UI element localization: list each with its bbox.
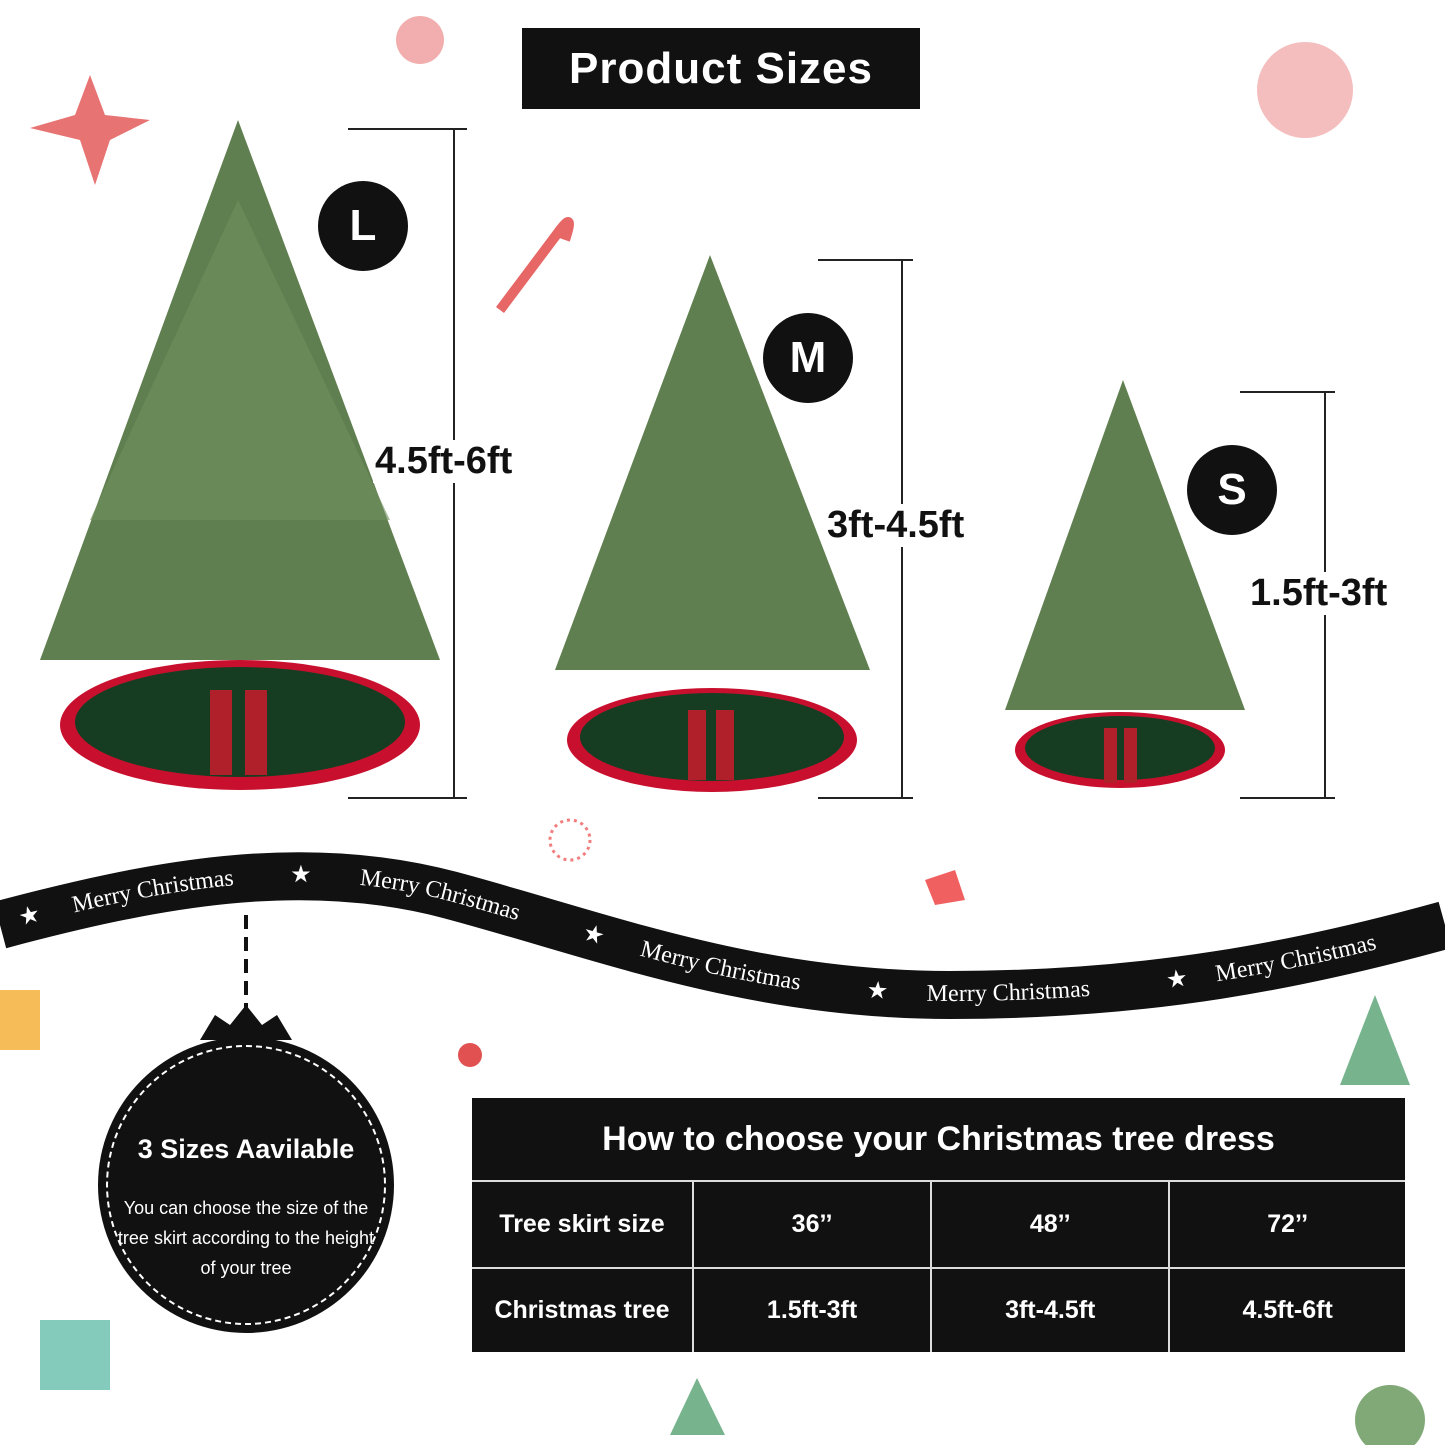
- decorations: [0, 16, 1425, 1445]
- table-cell: 72’’: [1168, 1180, 1405, 1269]
- size-range-medium: 3ft-4.5ft: [825, 504, 967, 547]
- dimension-line-medium-top: [818, 259, 913, 261]
- dimension-line-small-bottom: [1240, 797, 1335, 799]
- ribbon-text: Merry Christmas: [926, 975, 1090, 1006]
- ornament-cap: [200, 1005, 292, 1040]
- ribbon-star: ★: [290, 862, 312, 888]
- tree-large-image: [40, 120, 440, 790]
- tree-small-image: [1005, 380, 1245, 788]
- table-row: Tree skirt size 36’’ 48’’ 72’’: [472, 1180, 1405, 1269]
- dimension-line-large-bottom: [348, 797, 467, 799]
- size-badge-small: S: [1187, 445, 1277, 535]
- size-badge-large: L: [318, 181, 408, 271]
- sizes-ornament: [98, 1037, 394, 1333]
- size-range-large: 4.5ft-6ft: [373, 440, 515, 483]
- row-label: Tree skirt size: [472, 1180, 694, 1269]
- table-cell: 48’’: [930, 1180, 1171, 1269]
- size-range-small: 1.5ft-3ft: [1248, 572, 1390, 615]
- table-row: Christmas tree 1.5ft-3ft 3ft-4.5ft 4.5ft…: [472, 1266, 1405, 1352]
- page-title: Product Sizes: [522, 28, 920, 109]
- dimension-line-medium-bottom: [818, 797, 913, 799]
- ribbon-star: ★: [1165, 965, 1190, 994]
- dimension-line-large-top: [348, 128, 467, 130]
- tree-medium-image: [555, 255, 870, 792]
- row-label: Christmas tree: [472, 1266, 694, 1352]
- ornament-text: You can choose the size of the tree skir…: [117, 1198, 375, 1278]
- dimension-line-small-top: [1240, 391, 1335, 393]
- table-cell: 36’’: [691, 1180, 933, 1269]
- table-cell: 1.5ft-3ft: [691, 1266, 933, 1352]
- table-cell: 4.5ft-6ft: [1168, 1266, 1405, 1352]
- ribbon-banner: [0, 852, 1445, 1020]
- ribbon-star: ★: [866, 977, 889, 1005]
- size-badge-medium: M: [763, 313, 853, 403]
- ornament-title: 3 Sizes Aavilable: [137, 1134, 355, 1164]
- table-cell: 3ft-4.5ft: [930, 1266, 1171, 1352]
- size-guide-table: How to choose your Christmas tree dress …: [472, 1098, 1405, 1352]
- table-title: How to choose your Christmas tree dress: [472, 1098, 1405, 1182]
